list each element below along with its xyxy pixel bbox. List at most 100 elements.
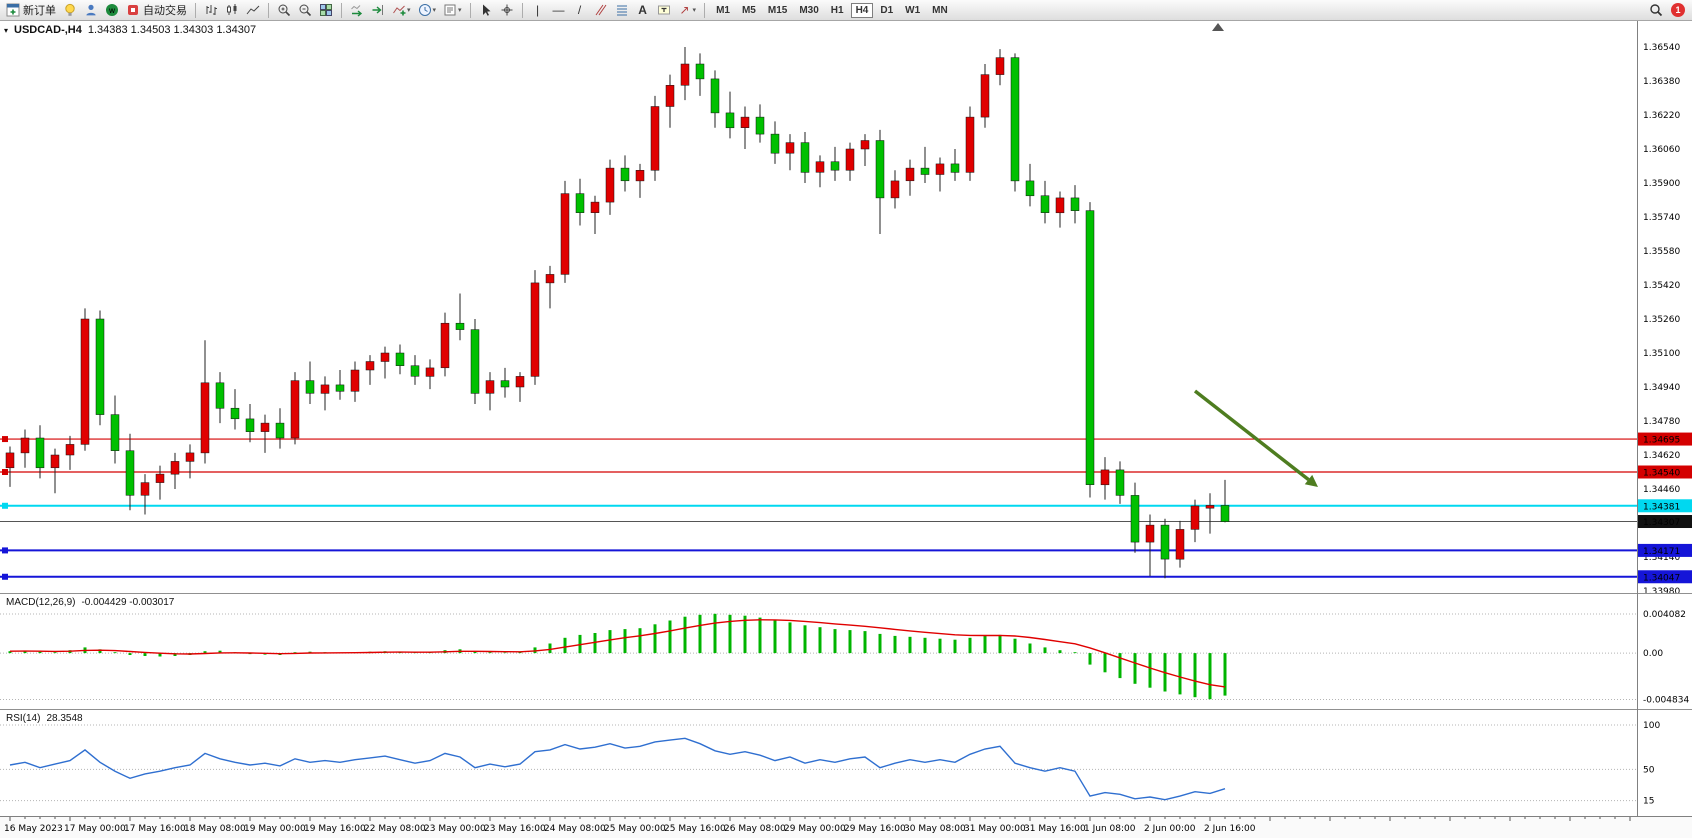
svg-text:25 May 16:00: 25 May 16:00 <box>664 824 726 834</box>
market-watch-icon: w <box>106 4 118 16</box>
crosshair-tool-button[interactable] <box>497 1 517 20</box>
timeframe-button-m1[interactable]: M1 <box>716 4 730 16</box>
chart-shift-button[interactable] <box>368 1 388 20</box>
svg-text:1.34780: 1.34780 <box>1643 417 1680 427</box>
auto-scroll-button[interactable] <box>347 1 367 20</box>
rsi-line <box>9 737 1226 801</box>
trendline-tool-button[interactable]: / <box>570 1 590 20</box>
crosshair-icon <box>501 4 513 16</box>
line-chart-button[interactable] <box>243 1 263 20</box>
new-order-button[interactable]: 新订单 <box>3 1 59 20</box>
zoom-in-button[interactable] <box>274 1 294 20</box>
chart-window: 1.36540 1.36380 1.36220 1.36060 1.35900 1.357… <box>0 21 1692 838</box>
svg-text:1.36220: 1.36220 <box>1643 111 1680 121</box>
template-icon <box>444 4 456 16</box>
collapse-triangle-icon[interactable]: ▾ <box>4 26 9 35</box>
shift-marker-icon <box>1212 23 1224 31</box>
svg-text:1.36380: 1.36380 <box>1643 77 1680 87</box>
level-lines <box>0 436 1637 580</box>
svg-text:1.35420: 1.35420 <box>1643 281 1680 291</box>
profile-button[interactable] <box>81 1 101 20</box>
trend-arrow <box>1193 389 1318 487</box>
profile-icon <box>86 4 96 16</box>
svg-text:100: 100 <box>1643 721 1660 731</box>
market-watch-button[interactable]: w <box>102 1 122 20</box>
bar-chart-button[interactable] <box>201 1 221 20</box>
svg-text:1.35900: 1.35900 <box>1643 179 1680 189</box>
horizontal-line-tool-button[interactable]: — <box>549 1 569 20</box>
tile-windows-icon <box>320 4 332 16</box>
search-button[interactable] <box>1646 1 1666 20</box>
timeframe-button-w1[interactable]: W1 <box>905 4 921 16</box>
toolbar-separator <box>268 2 269 18</box>
chart-shift-icon <box>372 5 383 15</box>
rsi-panel[interactable]: 100 50 15 <box>0 709 1692 816</box>
add-indicator-button[interactable]: ▾ <box>389 1 414 20</box>
macd-signal-line <box>9 619 1226 688</box>
new-order-icon <box>6 3 20 17</box>
svg-text:18 May 08:00: 18 May 08:00 <box>184 824 246 834</box>
macd-histogram <box>8 613 1227 700</box>
svg-text:24 May 08:00: 24 May 08:00 <box>544 824 606 834</box>
svg-text:1.36060: 1.36060 <box>1643 145 1680 155</box>
timeframe-button-h1[interactable]: H1 <box>830 4 844 16</box>
svg-text:1.34940: 1.34940 <box>1643 383 1680 393</box>
svg-text:17 May 16:00: 17 May 16:00 <box>124 824 186 834</box>
timeframe-button-d1[interactable]: D1 <box>880 4 894 16</box>
tile-windows-button[interactable] <box>316 1 336 20</box>
autotrading-label: 自动交易 <box>143 5 187 17</box>
metaeditor-button[interactable] <box>60 1 80 20</box>
svg-text:1.34047: 1.34047 <box>1643 573 1680 583</box>
line-chart-icon <box>246 5 260 15</box>
auto-scroll-icon <box>351 5 363 17</box>
price-chart[interactable]: 1.36540 1.36380 1.36220 1.36060 1.35900 1.357… <box>0 21 1692 593</box>
svg-text:29 May 16:00: 29 May 16:00 <box>844 824 906 834</box>
arrows-tool-button[interactable]: ↗ ▾ <box>675 1 700 20</box>
svg-text:30 May 08:00: 30 May 08:00 <box>904 824 966 834</box>
svg-text:1.35100: 1.35100 <box>1643 349 1680 359</box>
add-indicator-icon <box>393 5 406 16</box>
timeframe-button-mn[interactable]: MN <box>932 4 948 16</box>
notification-badge[interactable]: 1 <box>1671 3 1685 17</box>
svg-text:1.35580: 1.35580 <box>1643 247 1680 257</box>
svg-text:19 May 00:00: 19 May 00:00 <box>244 824 306 834</box>
fibonacci-icon <box>616 5 627 16</box>
svg-text:1.34620: 1.34620 <box>1643 451 1680 461</box>
svg-text:1 Jun 08:00: 1 Jun 08:00 <box>1084 824 1136 834</box>
svg-text:19 May 16:00: 19 May 16:00 <box>304 824 366 834</box>
chevron-down-icon: ▾ <box>692 7 697 14</box>
toolbar-separator <box>341 2 342 18</box>
autotrading-button[interactable]: 自动交易 <box>123 1 190 20</box>
trendline-icon: / <box>577 3 582 17</box>
svg-text:-0.004834: -0.004834 <box>1643 695 1689 705</box>
timeframe-button-m30[interactable]: M30 <box>799 4 819 16</box>
label-tool-button[interactable] <box>654 1 674 20</box>
periods-button[interactable]: ▾ <box>415 1 440 20</box>
macd-panel[interactable]: 0.004082 0.00 -0.004834 <box>0 593 1692 709</box>
svg-text:1.36540: 1.36540 <box>1643 43 1680 53</box>
text-tool-icon: A <box>638 3 647 17</box>
toolbar-separator <box>195 2 196 18</box>
level-price-tags: 1.34695 1.34540 1.34381 1.34307 1.34171 1.340… <box>1638 432 1692 584</box>
zoom-out-button[interactable] <box>295 1 315 20</box>
cursor-tool-button[interactable] <box>476 1 496 20</box>
chevron-down-icon: ▾ <box>432 7 437 14</box>
candlestick-chart-button[interactable] <box>222 1 242 20</box>
svg-text:1.35740: 1.35740 <box>1643 213 1680 223</box>
fibonacci-tool-button[interactable] <box>612 1 632 20</box>
svg-text:1.34307: 1.34307 <box>1643 518 1680 528</box>
svg-text:17 May 00:00: 17 May 00:00 <box>64 824 126 834</box>
bar-chart-icon <box>206 5 217 15</box>
templates-button[interactable]: ▾ <box>440 1 465 20</box>
svg-text:2 Jun 00:00: 2 Jun 00:00 <box>1144 824 1196 834</box>
svg-text:1.34695: 1.34695 <box>1643 436 1680 446</box>
svg-text:0.004082: 0.004082 <box>1643 610 1686 620</box>
timeframe-button-h4[interactable]: H4 <box>850 2 874 18</box>
timeframe-button-m5[interactable]: M5 <box>741 4 756 16</box>
text-tool-button[interactable]: A <box>633 1 653 20</box>
timeframe-button-m15[interactable]: M15 <box>767 4 788 16</box>
svg-text:0.00: 0.00 <box>1643 649 1663 659</box>
channel-tool-button[interactable] <box>591 1 611 20</box>
vertical-line-tool-button[interactable]: | <box>528 1 548 20</box>
